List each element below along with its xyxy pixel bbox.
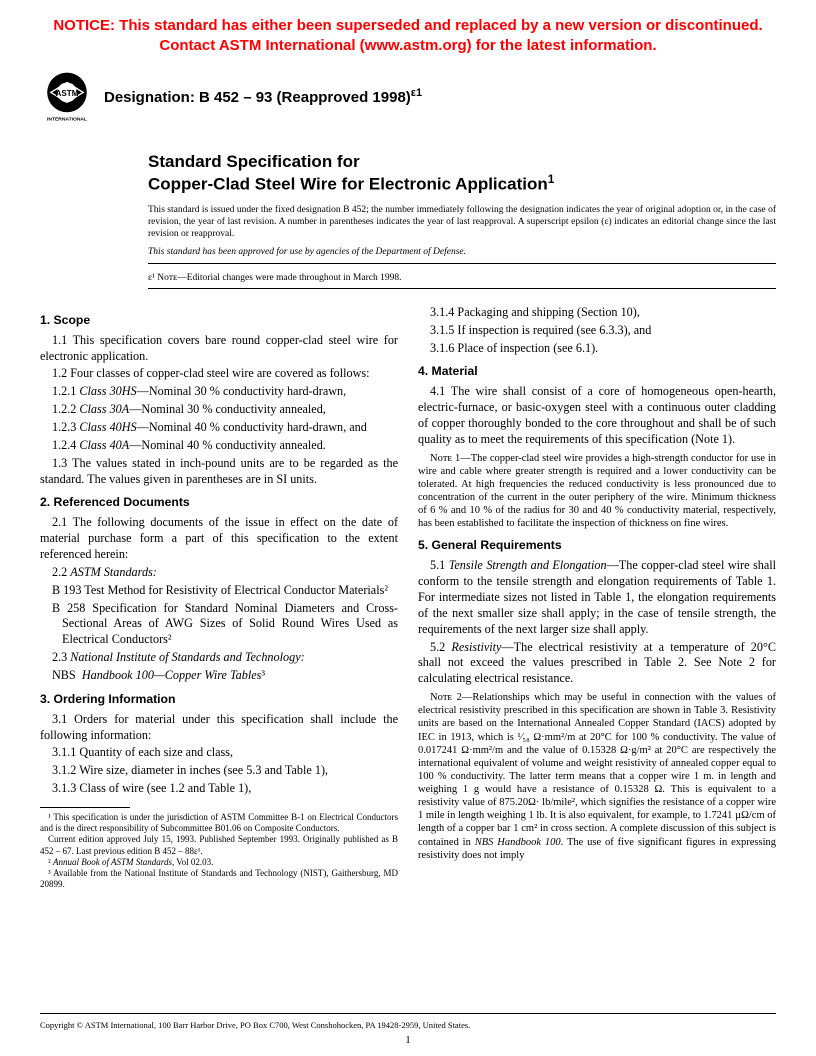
scope-head: 1. Scope (40, 313, 398, 329)
para-2-2: 2.2 ASTM Standards: (40, 565, 398, 581)
notice-line2: Contact ASTM International (www.astm.org… (159, 37, 656, 54)
right-column: 3.1.4 Packaging and shipping (Section 10… (418, 305, 776, 891)
note-2: Nᴏᴛᴇ 2—Relationships which may be useful… (418, 691, 776, 862)
para-1-2: 1.2 Four classes of copper-clad steel wi… (40, 366, 398, 382)
para-5-2: 5.2 Resistivity—The electrical resistivi… (418, 640, 776, 688)
para-3-1-1: 3.1.1 Quantity of each size and class, (40, 745, 398, 761)
ref-b258: B 258 Specification for Standard Nominal… (40, 601, 398, 649)
svg-text:INTERNATIONAL: INTERNATIONAL (47, 116, 87, 122)
dod-approval: This standard has been approved for use … (148, 247, 776, 257)
body-columns: 1. Scope 1.1 This specification covers b… (40, 305, 776, 891)
page-number: 1 (0, 1034, 816, 1046)
astm-logo: ASTM INTERNATIONAL (40, 69, 94, 123)
para-3-1-2: 3.1.2 Wire size, diameter in inches (see… (40, 763, 398, 779)
footnote-1: ¹ This specification is under the jurisd… (40, 812, 398, 835)
ref-b193: B 193 Test Method for Resistivity of Ele… (40, 583, 398, 599)
note-1: Nᴏᴛᴇ 1—The copper-clad steel wire provid… (418, 452, 776, 531)
notice-line1: NOTICE: This standard has either been su… (53, 17, 762, 34)
para-3-1: 3.1 Orders for material under this speci… (40, 712, 398, 744)
para-1-2-2: 1.2.2 Class 30A—Nominal 30 % conductivit… (40, 402, 398, 418)
material-head: 4. Material (418, 364, 776, 380)
ordering-head: 3. Ordering Information (40, 692, 398, 708)
designation: Designation: B 452 – 93 (Reapproved 1998… (104, 87, 422, 106)
ref-nbs: NBS Handbook 100—Copper Wire Tables³ (40, 668, 398, 684)
supersede-notice: NOTICE: This standard has either been su… (40, 16, 776, 55)
para-3-1-3: 3.1.3 Class of wire (see 1.2 and Table 1… (40, 781, 398, 797)
epsilon-note-box: ε¹ Nᴏᴛᴇ—Editorial changes were made thro… (148, 263, 776, 289)
title-line1: Standard Specification for (148, 151, 776, 172)
para-2-1: 2.1 The following documents of the issue… (40, 515, 398, 563)
para-4-1: 4.1 The wire shall consist of a core of … (418, 384, 776, 447)
para-5-1: 5.1 Tensile Strength and Elongation—The … (418, 558, 776, 637)
footnote-rule (40, 807, 130, 808)
issuance-para: This standard is issued under the fixed … (148, 205, 776, 241)
designation-sup: ε1 (411, 87, 422, 99)
para-1-3: 1.3 The values stated in inch-pound unit… (40, 456, 398, 488)
left-column: 1. Scope 1.1 This specification covers b… (40, 305, 398, 891)
page-footer: Copyright © ASTM International, 100 Barr… (40, 1013, 776, 1030)
para-3-1-6: 3.1.6 Place of inspection (see 6.1). (418, 341, 776, 357)
para-3-1-4: 3.1.4 Packaging and shipping (Section 10… (418, 305, 776, 321)
eps-note: ε¹ Nᴏᴛᴇ—Editorial changes were made thro… (148, 273, 401, 283)
para-2-3: 2.3 National Institute of Standards and … (40, 650, 398, 666)
para-3-1-5: 3.1.5 If inspection is required (see 6.3… (418, 323, 776, 339)
para-1-2-1: 1.2.1 Class 30HS—Nominal 30 % conductivi… (40, 384, 398, 400)
refdoc-head: 2. Referenced Documents (40, 495, 398, 511)
para-1-1: 1.1 This specification covers bare round… (40, 333, 398, 365)
svg-text:ASTM: ASTM (56, 89, 79, 98)
title-block: Standard Specification for Copper-Clad S… (148, 151, 776, 195)
header-row: ASTM INTERNATIONAL Designation: B 452 – … (40, 69, 776, 123)
title-line2: Copper-Clad Steel Wire for Electronic Ap… (148, 172, 776, 195)
para-1-2-3: 1.2.3 Class 40HS—Nominal 40 % conductivi… (40, 420, 398, 436)
footnote-1b: Current edition approved July 15, 1993. … (40, 834, 398, 857)
footnote-2: ² Annual Book of ASTM Standards, Vol 02.… (40, 857, 398, 868)
designation-text: Designation: B 452 – 93 (Reapproved 1998… (104, 89, 411, 106)
genreq-head: 5. General Requirements (418, 538, 776, 554)
footnote-3: ³ Available from the National Institute … (40, 868, 398, 891)
copyright: Copyright © ASTM International, 100 Barr… (40, 1020, 470, 1030)
para-1-2-4: 1.2.4 Class 40A—Nominal 40 % conductivit… (40, 438, 398, 454)
